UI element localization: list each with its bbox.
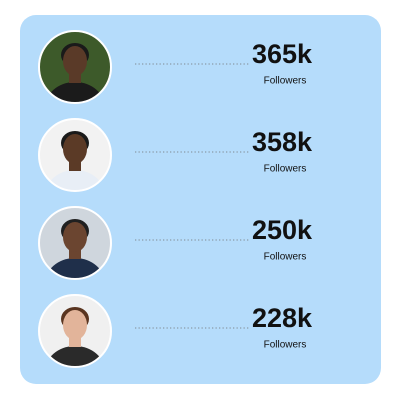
avatar [38, 206, 112, 280]
avatar-shoulders [44, 258, 106, 279]
avatar-shoulders [44, 82, 106, 103]
avatar-border [38, 206, 112, 280]
follower-label: Followers [264, 340, 307, 351]
avatar-photo [39, 207, 111, 279]
follower-count: 358k [252, 127, 313, 157]
avatar-face [63, 222, 87, 252]
avatar [38, 294, 112, 368]
avatar-face [63, 134, 87, 164]
avatar-photo [39, 295, 111, 367]
follower-label: Followers [264, 252, 307, 263]
follower-count: 365k [252, 39, 313, 69]
follower-label: Followers [264, 76, 307, 87]
avatar [38, 30, 112, 104]
avatar-shoulders [44, 170, 106, 191]
follower-label: Followers [264, 164, 307, 175]
avatar-shoulders [44, 346, 106, 367]
avatar-border [38, 294, 112, 368]
avatar [38, 118, 112, 192]
avatar-photo [39, 31, 111, 103]
avatar-face [63, 46, 87, 76]
card-background [20, 15, 381, 384]
follower-count: 250k [252, 215, 313, 245]
avatar-border [38, 30, 112, 104]
follower-count: 228k [252, 303, 313, 333]
avatar-border [38, 118, 112, 192]
avatar-photo [39, 119, 111, 191]
avatar-face [63, 310, 87, 340]
